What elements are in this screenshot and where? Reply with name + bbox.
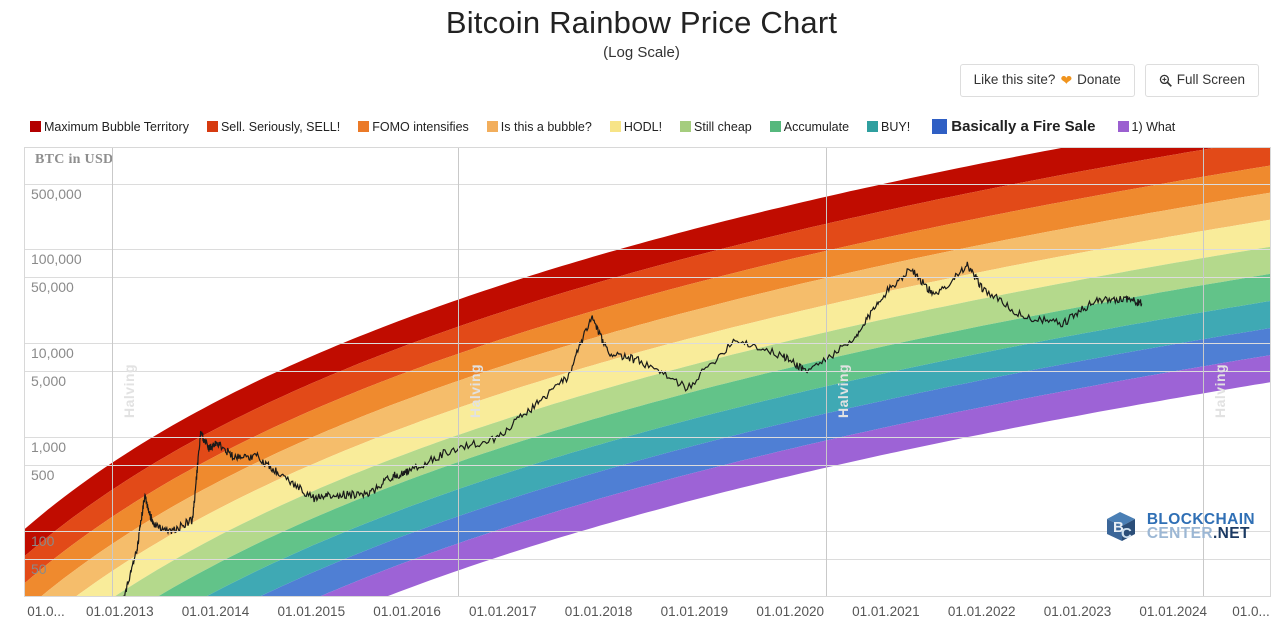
y-tick-label: 500 [31, 466, 55, 483]
legend-label: Accumulate [783, 119, 850, 134]
full-screen-label: Full Screen [1176, 72, 1245, 87]
toolbar: Like this site? ❤ Donate Full Screen [959, 64, 1259, 97]
gridline [25, 464, 1270, 466]
band-3 [41, 192, 1270, 596]
legend-swatch [769, 121, 781, 132]
legend-label: 1) What [1131, 119, 1176, 134]
gridline [25, 558, 1270, 560]
band-6 [158, 273, 1270, 596]
gridline [25, 342, 1270, 344]
legend-label: Basically a Fire Sale [951, 118, 1096, 135]
legend-swatch [30, 121, 41, 132]
legend-label: Still cheap [694, 119, 752, 134]
legend-swatch [680, 121, 692, 132]
x-tick-label: 01.0... [27, 604, 65, 619]
legend-item-9[interactable]: 1) What [1117, 119, 1176, 134]
rainbow-chart[interactable]: 500,000 100,000 50,000 10,000 5,000 1,000 500 1… [24, 147, 1271, 597]
x-tick-label: 01.01.2020 [756, 604, 824, 619]
y-axis-title: BTC in USD [35, 152, 114, 167]
legend-item-5[interactable]: Still cheap [680, 120, 752, 134]
legend-swatch [206, 121, 218, 132]
donate-button[interactable]: Like this site? ❤ Donate [959, 64, 1135, 97]
legend-swatch [932, 119, 948, 134]
legend-label: Is this a bubble? [500, 119, 592, 134]
halving-label: Halving [121, 363, 138, 418]
legend-label: Maximum Bubble Territory [44, 119, 189, 134]
full-screen-button[interactable]: Full Screen [1144, 64, 1259, 97]
halving-line [1203, 148, 1205, 596]
band-8 [260, 328, 1270, 596]
magnifier-icon [1159, 74, 1172, 87]
band-5 [115, 246, 1270, 596]
y-tick-label: 50,000 [31, 279, 74, 296]
legend-label: BUY! [881, 119, 911, 134]
legend-item-0[interactable]: Maximum Bubble Territory [30, 120, 189, 134]
x-tick-label: 01.0... [1232, 604, 1270, 619]
x-tick-label: 01.01.2024 [1139, 604, 1207, 619]
y-tick-label: 100,000 [31, 251, 82, 268]
gridline [25, 436, 1270, 438]
band-9 [321, 355, 1270, 596]
halving-label: Halving [467, 363, 484, 418]
legend-item-1[interactable]: Sell. Seriously, SELL! [206, 119, 341, 134]
legend-item-3[interactable]: Is this a bubble? [486, 119, 592, 134]
x-tick-label: 01.01.2021 [852, 604, 920, 619]
legend-item-2[interactable]: FOMO intensifies [358, 120, 469, 134]
y-tick-label: 100 [31, 532, 55, 549]
x-tick-label: 01.01.2014 [181, 604, 250, 619]
y-tick-label: 50 [31, 560, 47, 577]
legend-swatch [1117, 121, 1129, 132]
halving-label: Halving [834, 363, 851, 418]
halving-line [112, 148, 114, 596]
chart-legend: Maximum Bubble Territory Sell. Seriously,… [0, 118, 1283, 135]
donate-label-before: Like this site? [973, 72, 1056, 87]
x-tick-label: 01.01.2019 [660, 604, 729, 619]
gridline [25, 371, 1270, 373]
halving-line [826, 148, 827, 596]
legend-swatch [609, 121, 621, 132]
x-axis-labels: 01.0... 01.01.2013 01.01.2014 01.01.2015 01.… [24, 600, 1271, 640]
legend-item-4[interactable]: HODL! [609, 119, 663, 134]
legend-item-8[interactable]: Basically a Fire Sale [932, 118, 1096, 135]
legend-label: FOMO intensifies [372, 119, 469, 134]
heart-icon: ❤ [1060, 72, 1073, 88]
halving-label: Halving [1212, 363, 1229, 418]
x-tick-label: 01.01.2023 [1043, 604, 1112, 619]
band-4 [76, 219, 1270, 596]
gridline [25, 183, 1270, 185]
legend-label: Sell. Seriously, SELL! [220, 119, 341, 134]
gridline [25, 249, 1270, 251]
x-tick-label: 01.01.2015 [277, 604, 346, 619]
legend-swatch [867, 121, 879, 132]
page-title: Bitcoin Rainbow Price Chart [445, 5, 838, 40]
legend-item-6[interactable]: Accumulate [769, 119, 850, 134]
price-polyline [122, 261, 1143, 596]
x-tick-label: 01.01.2018 [564, 604, 633, 619]
band-2 [25, 165, 1270, 596]
donate-label-after: Donate [1077, 72, 1121, 87]
halving-line [458, 148, 460, 596]
y-tick-label: 10,000 [31, 344, 74, 361]
legend-swatch [358, 121, 370, 132]
legend-swatch [486, 121, 498, 132]
y-tick-label: 1,000 [31, 438, 67, 455]
legend-item-7[interactable]: BUY! [867, 120, 910, 134]
x-tick-label: 01.01.2013 [86, 604, 154, 619]
gridline [25, 530, 1270, 532]
chart-plot-area[interactable] [25, 148, 1270, 596]
rainbow-bands [25, 148, 1270, 596]
x-tick-label: 01.01.2022 [947, 604, 1016, 619]
x-tick-label: 01.01.2017 [469, 604, 537, 619]
legend-label: HODL! [623, 119, 663, 134]
gridline [25, 277, 1270, 279]
x-tick-label: 01.01.2016 [373, 604, 441, 619]
band-7 [207, 301, 1270, 596]
page-subtitle: (Log Scale) [603, 44, 680, 61]
y-tick-label: 500,000 [31, 185, 82, 202]
y-tick-label: 5,000 [31, 373, 67, 390]
